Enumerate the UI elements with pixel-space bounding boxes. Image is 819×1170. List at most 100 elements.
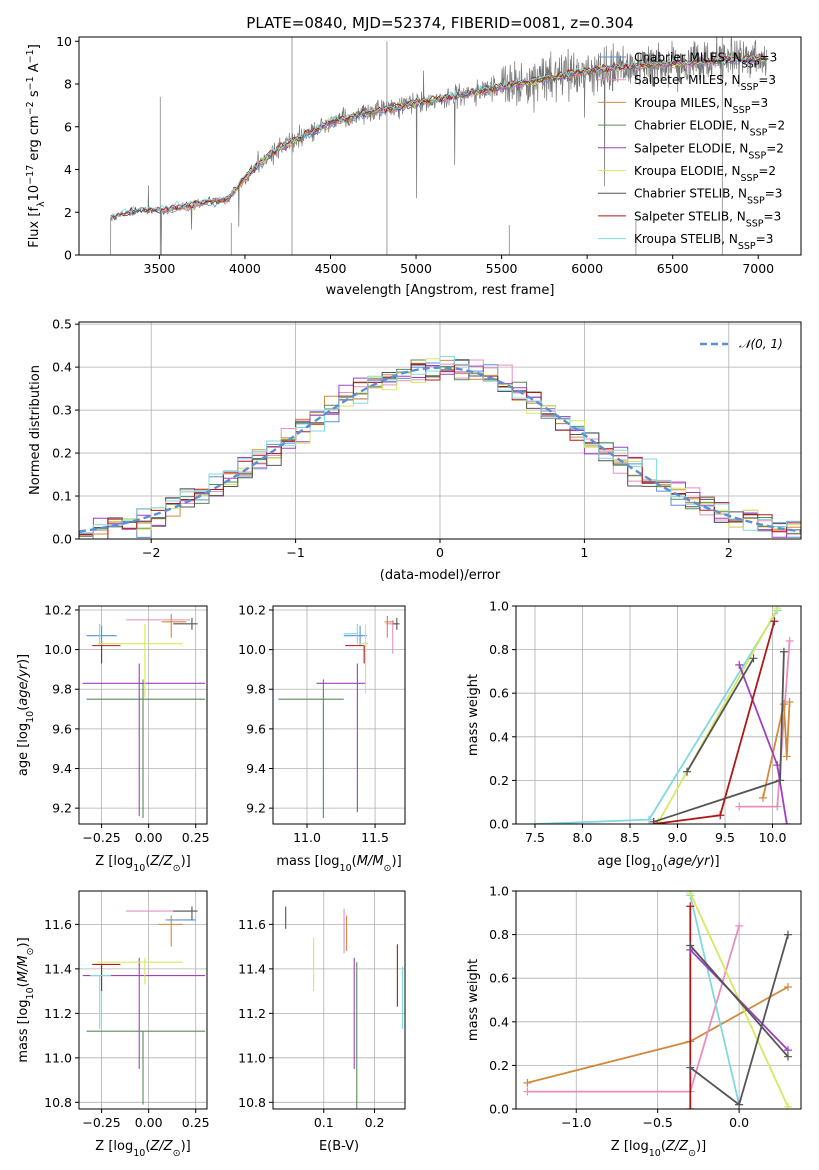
y-tick-label: 11.6	[238, 917, 266, 932]
label-part: )]	[696, 1139, 706, 1154]
y-tick-label: 11.4	[44, 961, 72, 976]
age-vs-mass-xlabel: mass [log10(M/M⊙)]	[276, 854, 401, 874]
x-tick-label: 0.25	[182, 830, 210, 845]
label-part: SSP	[746, 218, 764, 229]
axes-frame	[515, 605, 802, 825]
y-tick-label: 0.8	[489, 927, 509, 942]
y-tick-label: 0.1	[52, 489, 72, 504]
weight-marker	[783, 982, 792, 991]
panel-weight-vs-age: 7.5 8.0 8.5 9.0 9.5 10.0 0.0 0.2 0.4 0.6 0.8 1.0 age…	[466, 599, 802, 874]
weight-marker	[782, 752, 791, 761]
histogram-ylabel: Normed distribution	[28, 365, 43, 495]
label-part: Salpeter ELODIE, N	[634, 141, 748, 155]
plot-area-weight-vs-age	[531, 606, 794, 824]
label-part: Kroupa MILES, N	[634, 96, 733, 110]
weight-marker	[735, 802, 744, 811]
label-part: 10	[651, 863, 663, 874]
y-tick-label: 9.8	[246, 682, 266, 697]
x-tick-label: −1.0	[561, 1115, 591, 1130]
y-tick-label: 0.6	[489, 971, 509, 986]
x-tick-label: 7.5	[525, 830, 545, 845]
weight-line	[689, 944, 789, 1058]
y-tick-label: 10.2	[44, 602, 72, 617]
plot-area-residual-histogram	[79, 355, 801, 539]
label-part: ]	[27, 44, 42, 49]
label-part: −1	[25, 76, 36, 90]
x-tick-label: 0.1	[314, 1115, 334, 1130]
label-part: Salpeter STELIB, N	[634, 209, 746, 223]
label-part: )]	[16, 937, 31, 947]
axes-frame	[272, 890, 406, 1110]
legend-label: Chabrier ELODIE, NSSP=2	[634, 119, 785, 139]
label-part: 10	[25, 987, 36, 999]
weight-marker	[773, 802, 782, 811]
label-part: =3	[758, 73, 776, 87]
weight-marker	[783, 930, 792, 939]
y-tick-label: 0.5	[52, 317, 72, 332]
label-part: Kroupa ELODIE, N	[634, 164, 741, 178]
y-tick-label: 10.8	[238, 1095, 266, 1110]
label-part: Flux [f	[27, 207, 42, 248]
x-tick-label: 9.0	[668, 830, 688, 845]
label-part: ⊙	[384, 863, 392, 874]
label-part: SSP	[741, 82, 759, 93]
x-tick-label: 6000	[571, 261, 603, 276]
label-part: 10	[133, 1148, 145, 1159]
weight-marker	[686, 1063, 695, 1072]
label-part: =3	[765, 187, 783, 201]
x-tick-label: 1	[580, 545, 588, 560]
x-tick-label: 3500	[144, 261, 176, 276]
y-tick-label: 0	[64, 248, 72, 263]
label-part: )]	[181, 854, 191, 869]
y-tick-label: 9.2	[246, 801, 266, 816]
label-part: −17	[25, 165, 36, 185]
weight-marker	[735, 921, 744, 930]
y-tick-label: 6	[64, 119, 72, 134]
y-tick-label: 10.0	[44, 642, 72, 657]
label-part: 10	[25, 711, 36, 723]
histogram-xlabel: (data-model)/error	[380, 568, 501, 583]
label-part: SSP	[733, 104, 751, 115]
legend-label: Salpeter MILES, NSSP=3	[634, 73, 776, 93]
label-part: =3	[760, 51, 778, 65]
y-tick-label: 0.4	[489, 729, 509, 744]
label-part: )]	[181, 1139, 191, 1154]
label-part: Chabrier MILES, N	[634, 51, 742, 65]
y-tick-label: 0.0	[489, 1102, 509, 1117]
label-part: ⊙	[173, 863, 181, 874]
label-part: 10	[649, 1148, 661, 1159]
label-part: SSP	[738, 241, 756, 252]
label-part: −1	[25, 49, 36, 63]
legend-label: 𝒩(0, 1)	[739, 337, 783, 351]
label-part: (	[352, 854, 357, 869]
label-part: A	[27, 63, 42, 76]
label-part: )]	[16, 654, 31, 664]
y-tick-label: 10.0	[238, 642, 266, 657]
label-part: s	[27, 90, 42, 101]
x-tick-label: 0.00	[135, 1115, 163, 1130]
weight-marker	[735, 660, 744, 669]
axes-frame	[78, 36, 802, 256]
label-part: SSP	[747, 195, 765, 206]
plot-area-mass-vs-Z	[82, 906, 206, 1105]
plot-area-age-vs-mass	[278, 615, 400, 819]
mass-vs-Z-ylabel: mass [log10(M/M⊙)]	[16, 937, 36, 1062]
label-part: =2	[767, 119, 785, 133]
x-tick-label: −0.5	[643, 1115, 673, 1130]
label-part: (	[16, 706, 31, 711]
label-part: mass [log	[276, 854, 339, 869]
y-tick-label: 11.2	[238, 1006, 266, 1021]
label-part: age [log	[16, 723, 31, 776]
axes-frame	[272, 605, 406, 825]
label-part: (	[16, 982, 31, 987]
x-tick-label: −0.25	[82, 1115, 120, 1130]
y-tick-label: 9.4	[52, 761, 72, 776]
y-tick-label: 9.8	[52, 682, 72, 697]
label-part: Chabrier ELODIE, N	[634, 119, 750, 133]
label-part: 10	[133, 863, 145, 874]
label-part: =3	[756, 232, 774, 246]
weight-marker	[531, 820, 539, 824]
weight-marker	[716, 811, 725, 820]
label-part: M/M	[357, 854, 384, 869]
label-part: 10	[27, 185, 42, 202]
